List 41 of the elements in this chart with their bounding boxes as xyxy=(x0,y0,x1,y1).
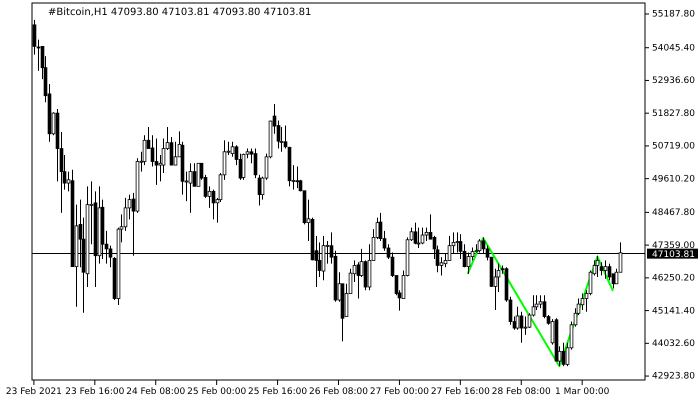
x-tick-label: 1 Mar 00:00 xyxy=(554,387,610,397)
y-tick-label: 50719.00 xyxy=(652,142,696,152)
candlestick xyxy=(196,162,200,187)
candlestick xyxy=(174,141,178,166)
y-tick-label: 44032.60 xyxy=(652,339,696,350)
chart-title: #Bitcoin,H1 47093.80 47103.81 47093.80 47103.81 xyxy=(48,7,312,18)
line-series xyxy=(466,237,614,368)
candlestick xyxy=(524,316,528,336)
x-tick-label: 28 Feb 08:00 xyxy=(492,387,552,397)
y-tick-label: 47359.00 xyxy=(652,240,696,251)
candlestick xyxy=(604,260,608,280)
candlestick xyxy=(420,227,424,245)
candlestick xyxy=(608,263,612,281)
candlestick xyxy=(424,227,428,242)
y-tick-label: 49610.20 xyxy=(652,174,696,184)
ref-line-label: 47103.81 xyxy=(652,250,695,260)
candlestick xyxy=(212,189,216,220)
x-tick-label: 25 Feb 00:00 xyxy=(187,387,246,397)
x-tick-label: 27 Feb 16:00 xyxy=(430,387,490,397)
x-tick-label: 26 Feb 08:00 xyxy=(308,387,368,397)
candlestick xyxy=(414,222,418,245)
candlestick xyxy=(154,138,158,186)
y-tick-label: 45141.40 xyxy=(652,306,696,316)
x-tick-label: 25 Feb 16:00 xyxy=(248,387,308,397)
y-tick-label: 54045.40 xyxy=(652,43,696,54)
candlestick xyxy=(516,306,520,330)
x-tick-label: 23 Feb 2021 xyxy=(6,387,62,397)
candlestick xyxy=(230,141,234,158)
candlestick xyxy=(580,293,584,311)
candlestick xyxy=(188,162,192,214)
candlestick xyxy=(520,311,524,344)
y-tick-label: 51827.80 xyxy=(652,108,696,119)
x-tick-label: 27 Feb 00:00 xyxy=(370,387,430,397)
y-tick-label: 55187.80 xyxy=(652,10,696,20)
x-tick-label: 24 Feb 08:00 xyxy=(126,387,186,397)
y-tick-label: 46250.20 xyxy=(652,274,696,284)
y-tick-label: 48467.80 xyxy=(652,208,696,218)
y-tick-label: 42923.80 xyxy=(652,372,696,382)
y-tick-label: 52936.60 xyxy=(652,76,696,86)
candlestick xyxy=(562,342,566,367)
x-tick-label: 23 Feb 16:00 xyxy=(65,387,125,397)
